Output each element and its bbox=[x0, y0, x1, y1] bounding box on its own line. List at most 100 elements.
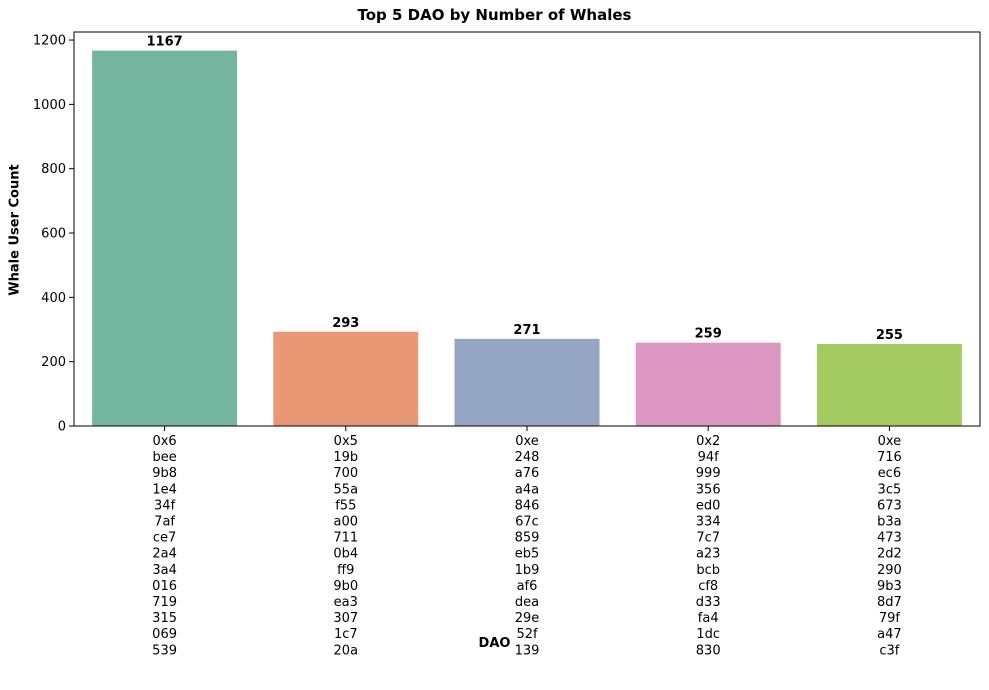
x-tick-label-line: cf8 bbox=[698, 579, 718, 594]
x-tick-label-line: 315 bbox=[152, 611, 177, 626]
x-tick-label: 0x2 94f 999 356 ed0 334 7c7 a23 bcb cf8 d33 fa4 1dc 8… bbox=[696, 434, 721, 658]
x-tick-label-line: a76 bbox=[515, 466, 540, 481]
x-tick-label: 0x5 19b 700 55a f55 a00 711 0b4 ff9 9b0 ea3 307 1c7 2… bbox=[333, 434, 358, 658]
x-tick-label-line: 830 bbox=[696, 643, 721, 658]
x-tick-label-line: 52f bbox=[516, 627, 538, 642]
x-tick-label-line: bcb bbox=[696, 563, 720, 578]
y-tick-label: 1000 bbox=[33, 98, 66, 113]
x-tick-label-line: 2d2 bbox=[877, 547, 902, 562]
x-tick-label-line: d33 bbox=[696, 595, 721, 610]
x-tick-label-line: eb5 bbox=[515, 547, 540, 562]
chart-title: Top 5 DAO by Number of Whales bbox=[357, 6, 632, 24]
y-tick-label: 800 bbox=[41, 162, 66, 177]
bar bbox=[454, 338, 600, 426]
x-tick-label-line: 1e4 bbox=[152, 482, 177, 497]
bar bbox=[816, 343, 962, 426]
x-tick-label-line: 711 bbox=[333, 531, 358, 546]
x-tick-label-line: 3c5 bbox=[878, 482, 902, 497]
x-tick-label-line: c3f bbox=[879, 643, 899, 658]
x-tick-label: 0xe 716 ec6 3c5 673 b3a 473 2d2 290 9b3 8d7 79f a47 c… bbox=[877, 434, 902, 658]
x-tick-label-line: 290 bbox=[877, 563, 902, 578]
bar bbox=[273, 331, 419, 426]
bar-value-label: 1167 bbox=[147, 35, 183, 50]
x-tick-label-line: 8d7 bbox=[877, 595, 902, 610]
x-tick-label-line: af6 bbox=[517, 579, 538, 594]
x-tick-label-line: ea3 bbox=[334, 595, 358, 610]
x-axis: 0x6 bee 9b8 1e4 34f 7af ce7 2a4 3a4 016 719 315 069 5… bbox=[152, 426, 902, 658]
x-tick-label-line: ce7 bbox=[153, 531, 176, 546]
x-tick-label-line: 29e bbox=[515, 611, 540, 626]
x-tick-label-line: 999 bbox=[696, 466, 721, 481]
x-tick-label: 0xe 248 a76 a4a 846 67c 859 eb5 1b9 af6 dea 29e 52f 1… bbox=[515, 434, 540, 658]
x-tick-label-line: 3a4 bbox=[152, 563, 177, 578]
x-tick-label-line: 1c7 bbox=[334, 627, 358, 642]
x-tick-label-line: ec6 bbox=[878, 466, 901, 481]
x-tick-label-line: 1b9 bbox=[515, 563, 540, 578]
x-tick-label-line: ff9 bbox=[337, 563, 354, 578]
bar bbox=[635, 342, 781, 426]
y-tick-label: 400 bbox=[41, 291, 66, 306]
x-tick-label-line: 0x5 bbox=[334, 434, 358, 449]
x-tick-label-line: fa4 bbox=[698, 611, 719, 626]
x-tick-label-line: 7c7 bbox=[696, 531, 720, 546]
x-tick-label-line: 79f bbox=[879, 611, 901, 626]
x-tick-label-line: 1dc bbox=[696, 627, 720, 642]
x-tick-label-line: 0x6 bbox=[152, 434, 176, 449]
x-tick-label-line: 307 bbox=[333, 611, 358, 626]
y-tick-label: 0 bbox=[58, 420, 66, 435]
x-tick-label-line: 673 bbox=[877, 498, 902, 513]
x-tick-label-line: bee bbox=[152, 450, 176, 465]
x-tick-label-line: 9b0 bbox=[333, 579, 358, 594]
y-axis: 0 200 400 600 800 1000 1200 bbox=[33, 34, 74, 435]
x-tick-label-line: 719 bbox=[152, 595, 177, 610]
x-tick-label-line: 20a bbox=[334, 643, 359, 658]
plot-frame bbox=[73, 31, 981, 427]
bar-value-label: 259 bbox=[695, 327, 722, 342]
x-tick-label-line: 539 bbox=[152, 643, 177, 658]
bar-data-labels: 1167 293 271 259 255 bbox=[147, 35, 903, 343]
bar-value-label: 293 bbox=[332, 316, 359, 331]
x-tick-label-line: 55a bbox=[334, 482, 359, 497]
x-tick-label-line: 248 bbox=[515, 450, 540, 465]
x-tick-label-line: 069 bbox=[152, 627, 177, 642]
x-tick-label: 0x6 bee 9b8 1e4 34f 7af ce7 2a4 3a4 016 719 315 069 5… bbox=[152, 434, 177, 658]
x-tick-label-line: 139 bbox=[515, 643, 540, 658]
y-tick-label: 1200 bbox=[33, 34, 66, 49]
x-tick-label-line: 859 bbox=[515, 531, 540, 546]
x-tick-label-line: 334 bbox=[696, 515, 721, 530]
x-tick-label-line: a4a bbox=[515, 482, 539, 497]
y-tick-label: 200 bbox=[41, 355, 66, 370]
bar-value-label: 271 bbox=[513, 323, 540, 338]
bar-value-label: 255 bbox=[876, 328, 903, 343]
x-tick-label-line: 0x2 bbox=[696, 434, 720, 449]
x-tick-label-line: a47 bbox=[877, 627, 902, 642]
x-tick-label-line: 846 bbox=[515, 498, 540, 513]
x-tick-label-line: 473 bbox=[877, 531, 902, 546]
x-tick-label-line: b3a bbox=[877, 515, 902, 530]
x-tick-label-line: a00 bbox=[334, 515, 359, 530]
x-tick-label-line: 716 bbox=[877, 450, 902, 465]
x-axis-label: DAO bbox=[478, 636, 511, 651]
x-tick-label-line: dea bbox=[515, 595, 539, 610]
x-tick-label-line: f55 bbox=[335, 498, 356, 513]
bar bbox=[92, 50, 238, 426]
y-tick-label: 600 bbox=[41, 227, 66, 242]
x-tick-label-line: 700 bbox=[333, 466, 358, 481]
x-tick-label-line: 0b4 bbox=[333, 547, 358, 562]
x-tick-label-line: 2a4 bbox=[152, 547, 177, 562]
x-tick-label-line: 016 bbox=[152, 579, 177, 594]
x-tick-label-line: ed0 bbox=[696, 498, 721, 513]
x-tick-label-line: 0xe bbox=[878, 434, 902, 449]
x-tick-label-line: 7af bbox=[154, 515, 175, 530]
x-tick-label-line: 34f bbox=[154, 498, 176, 513]
x-tick-label-line: 67c bbox=[515, 515, 539, 530]
x-tick-label-line: 94f bbox=[698, 450, 720, 465]
x-tick-label-line: 9b8 bbox=[152, 466, 177, 481]
x-tick-label-line: 9b3 bbox=[877, 579, 902, 594]
x-tick-label-line: a23 bbox=[696, 547, 721, 562]
bars-layer bbox=[92, 50, 962, 426]
x-tick-label-line: 356 bbox=[696, 482, 721, 497]
x-tick-label-line: 19b bbox=[333, 450, 358, 465]
x-tick-label-line: 0xe bbox=[515, 434, 539, 449]
